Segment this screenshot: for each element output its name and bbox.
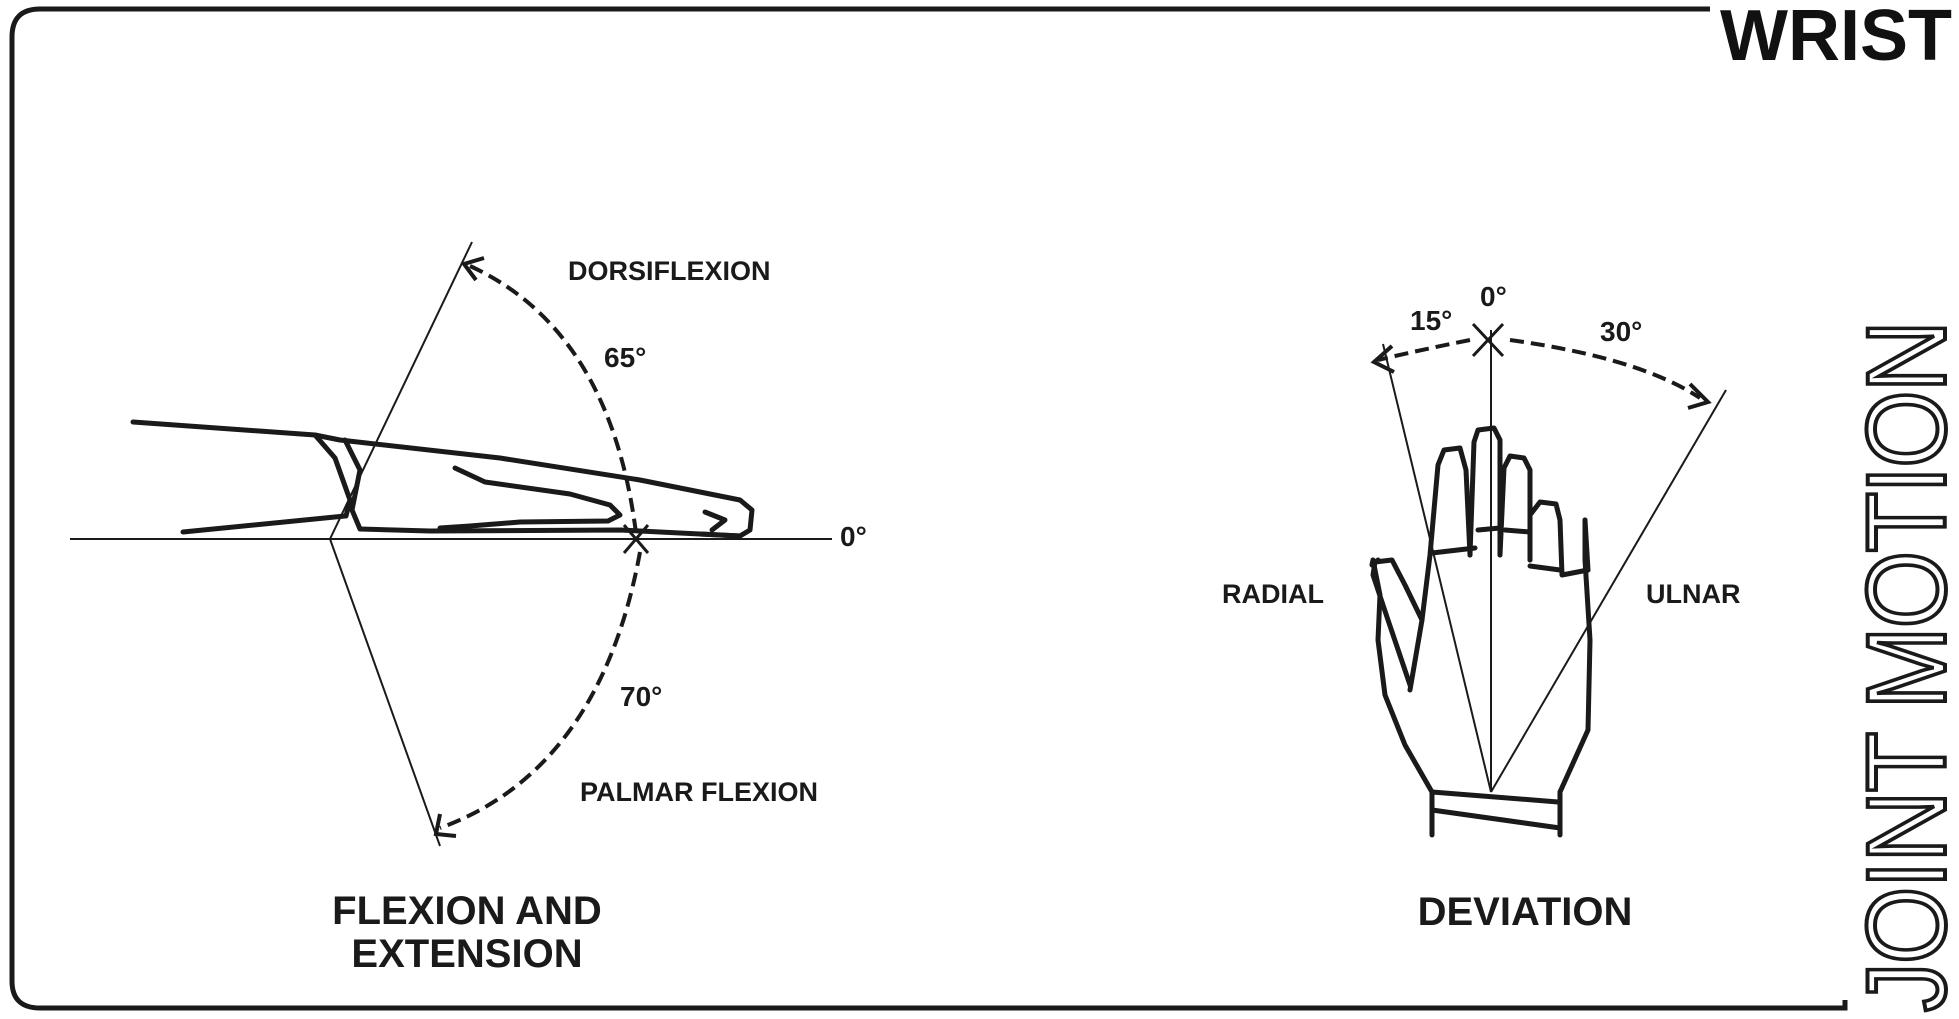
dorsiflexion-angle: 65° <box>604 342 646 373</box>
radial-arrowhead <box>1370 344 1395 374</box>
diagram-frame <box>9 6 1848 1011</box>
neutral-cross-marker <box>622 524 650 554</box>
ulnar-label: ULNAR <box>1646 579 1741 609</box>
flexion-extension-figure: DORSIFLEXION 65° 0° 70° PALMAR FLEXION F… <box>70 241 867 976</box>
flexion-neutral-angle: 0° <box>840 521 867 552</box>
dorsiflexion-label: DORSIFLEXION <box>568 256 771 286</box>
deviation-cross-marker <box>1471 322 1505 358</box>
palmar-flexion-arc <box>439 551 642 830</box>
flexion-caption-line2: EXTENSION <box>351 932 582 976</box>
dorsiflexion-arrowhead <box>460 256 485 282</box>
ulnar-arrowhead <box>1687 382 1712 410</box>
deviation-neutral-angle: 0° <box>1480 281 1507 312</box>
dorsiflexion-limit-line <box>329 241 473 540</box>
deviation-caption: DEVIATION <box>1418 890 1633 934</box>
hand-palm-view <box>1369 425 1593 838</box>
radial-deviation-arc <box>1377 338 1471 362</box>
ulnar-angle: 30° <box>1600 316 1642 347</box>
page-title: WRIST <box>1720 0 1952 76</box>
palmar-flexion-limit-line <box>329 538 441 847</box>
deviation-figure: 0° 15° 30° RADIAL ULNAR DEVIATION <box>1222 281 1741 934</box>
flexion-caption-line1: FLEXION AND <box>332 889 602 933</box>
palmar-flexion-angle: 70° <box>620 681 662 712</box>
palmar-flexion-label: PALMAR FLEXION <box>580 777 818 807</box>
radial-angle: 15° <box>1410 305 1452 336</box>
ulnar-deviation-arc <box>1509 338 1702 400</box>
hand-side-profile <box>130 419 755 539</box>
radial-label: RADIAL <box>1222 579 1324 609</box>
dorsiflexion-arc <box>469 264 638 534</box>
ulnar-limit-line <box>1490 389 1727 793</box>
side-title: JOINT MOTION <box>1844 322 1959 1012</box>
palmar-flexion-arrowhead <box>433 813 457 838</box>
radial-limit-line <box>1382 343 1492 793</box>
